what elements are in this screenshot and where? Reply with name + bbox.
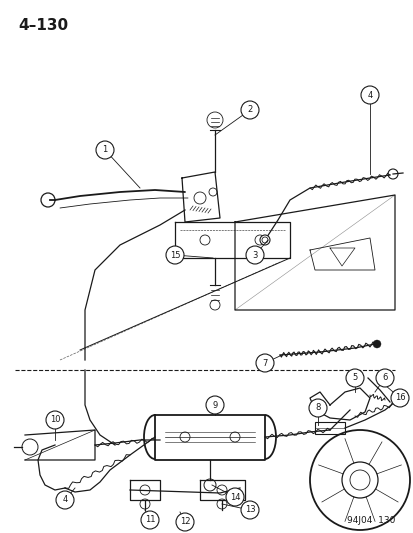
Circle shape bbox=[345, 369, 363, 387]
Text: 9: 9 bbox=[212, 400, 217, 409]
Circle shape bbox=[360, 86, 378, 104]
Text: 11: 11 bbox=[145, 515, 155, 524]
Circle shape bbox=[225, 488, 243, 506]
Circle shape bbox=[240, 501, 259, 519]
Text: 2: 2 bbox=[247, 106, 252, 115]
Circle shape bbox=[390, 389, 408, 407]
Circle shape bbox=[46, 411, 64, 429]
Circle shape bbox=[56, 491, 74, 509]
Circle shape bbox=[245, 246, 263, 264]
Text: 5: 5 bbox=[351, 374, 357, 383]
Text: 15: 15 bbox=[169, 251, 180, 260]
Text: 3: 3 bbox=[252, 251, 257, 260]
Text: 12: 12 bbox=[179, 518, 190, 527]
Text: 7: 7 bbox=[262, 359, 267, 367]
Circle shape bbox=[96, 141, 114, 159]
Circle shape bbox=[176, 513, 194, 531]
Circle shape bbox=[255, 354, 273, 372]
Text: 14: 14 bbox=[229, 492, 240, 502]
Circle shape bbox=[372, 340, 380, 348]
Text: 10: 10 bbox=[50, 416, 60, 424]
Circle shape bbox=[206, 396, 223, 414]
Text: 4: 4 bbox=[366, 91, 372, 100]
Circle shape bbox=[308, 399, 326, 417]
Text: 8: 8 bbox=[315, 403, 320, 413]
Circle shape bbox=[166, 246, 183, 264]
Text: 94J04  130: 94J04 130 bbox=[346, 516, 394, 525]
Text: 6: 6 bbox=[381, 374, 387, 383]
Circle shape bbox=[141, 511, 159, 529]
Circle shape bbox=[259, 235, 269, 245]
Text: 13: 13 bbox=[244, 505, 255, 514]
Text: 1: 1 bbox=[102, 146, 107, 155]
Text: 4–130: 4–130 bbox=[18, 18, 68, 33]
Circle shape bbox=[240, 101, 259, 119]
Circle shape bbox=[375, 369, 393, 387]
Text: 16: 16 bbox=[394, 393, 404, 402]
Text: 4: 4 bbox=[62, 496, 67, 505]
